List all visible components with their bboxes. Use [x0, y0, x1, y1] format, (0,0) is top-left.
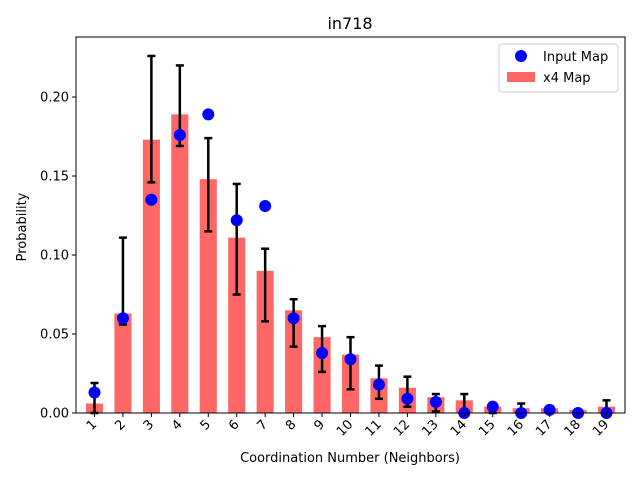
x-tick-label: 11 [362, 417, 384, 439]
x-tick-label: 1 [84, 417, 100, 433]
bar [114, 313, 132, 413]
x-tick-label: 13 [419, 417, 441, 439]
data-point [316, 346, 329, 359]
data-point [287, 312, 300, 325]
x-tick-label: 6 [226, 417, 242, 433]
data-point [173, 128, 186, 141]
data-point [88, 386, 101, 399]
chart-title: in718 [327, 14, 372, 33]
bar [142, 139, 160, 413]
legend-label-bars: x4 Map [543, 71, 591, 86]
error-bar [118, 236, 127, 326]
x-axis-title: Coordination Number (Neighbors) [240, 451, 460, 466]
x-tick-label: 10 [334, 417, 356, 439]
x-tick-label: 17 [533, 417, 555, 439]
x-tick-label: 8 [283, 417, 299, 433]
data-point [116, 312, 129, 325]
data-point [486, 400, 499, 413]
data-point [230, 214, 243, 227]
bar [199, 179, 217, 413]
bar [228, 237, 246, 413]
x-tick-label: 14 [448, 417, 470, 439]
data-point [145, 193, 158, 206]
data-point [202, 108, 215, 121]
x-tick-label: 5 [198, 417, 214, 433]
points-layer [88, 108, 613, 419]
bar [171, 114, 189, 413]
x-tick-label: 4 [169, 417, 185, 433]
y-tick-label: 0.10 [40, 249, 69, 264]
data-point [429, 395, 442, 408]
data-point [259, 200, 272, 213]
x-tick-label: 3 [141, 417, 157, 433]
error-bar [261, 247, 270, 323]
error-bar [147, 54, 156, 184]
x-tick-label: 12 [391, 417, 413, 439]
x-tick-label: 2 [112, 417, 128, 433]
legend-point-marker [515, 50, 527, 62]
bar [256, 270, 274, 413]
legend-bar-swatch [507, 72, 535, 82]
error-bar [232, 182, 241, 296]
y-tick-label: 0.15 [40, 170, 69, 185]
x-tick-label: 18 [562, 417, 584, 439]
legend-label-points: Input Map [543, 50, 608, 65]
y-tick-label: 0.00 [40, 407, 69, 422]
data-point [344, 353, 357, 366]
x-tick-label: 16 [505, 417, 527, 439]
x-tick-label: 15 [476, 417, 498, 439]
data-point [401, 392, 414, 405]
data-point [372, 378, 385, 391]
y-axis-title: Probability [15, 192, 30, 261]
x-tick-label: 7 [255, 417, 271, 433]
x-tick-label: 19 [590, 417, 612, 439]
bar [285, 310, 303, 413]
y-tick-label: 0.05 [40, 328, 69, 343]
legend: Input Map x4 Map [498, 43, 619, 93]
x-tick-label: 9 [311, 417, 327, 433]
error-bar [204, 136, 213, 233]
y-tick-label: 0.20 [40, 91, 69, 106]
